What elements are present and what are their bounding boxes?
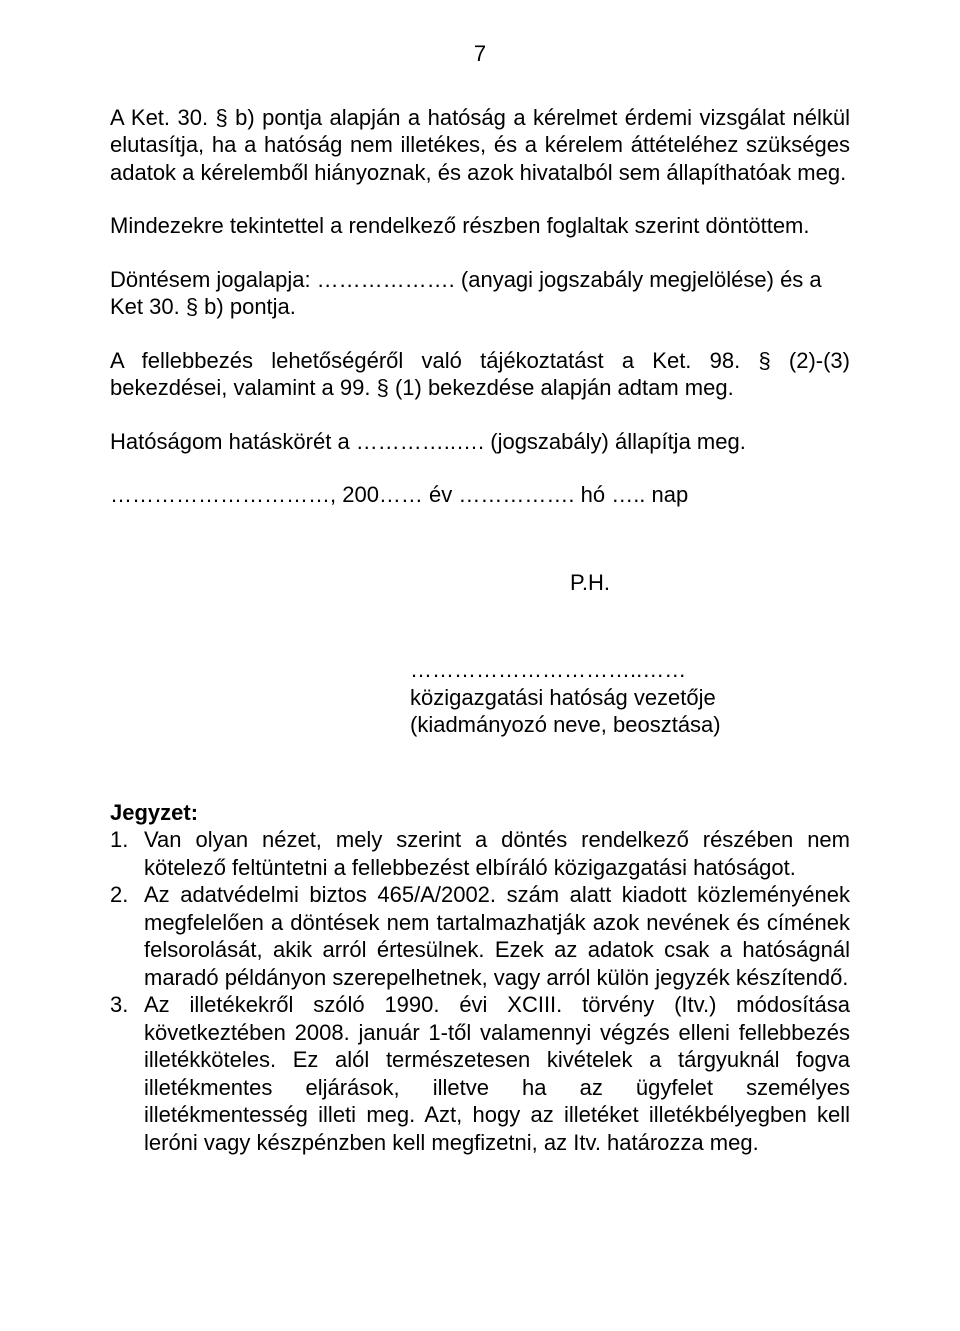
note-text: Az illetékekről szóló 1990. évi XCIII. t…	[144, 991, 850, 1156]
paragraph-1: A Ket. 30. § b) pontja alapján a hatóság…	[110, 104, 850, 187]
page-number: 7	[110, 40, 850, 68]
note-number: 1.	[110, 826, 144, 881]
paragraph-2: Mindezekre tekintettel a rendelkező rész…	[110, 212, 850, 240]
signature-dots: …………………………..……	[410, 656, 850, 684]
signature-title: közigazgatási hatóság vezetője	[410, 684, 850, 712]
note-text: Az adatvédelmi biztos 465/A/2002. szám a…	[144, 881, 850, 991]
note-item-2: 2. Az adatvédelmi biztos 465/A/2002. szá…	[110, 881, 850, 991]
note-number: 3.	[110, 991, 144, 1156]
signature-subtitle: (kiadmányozó neve, beosztása)	[410, 711, 850, 739]
signature-block: …………………………..…… közigazgatási hatóság vez…	[410, 656, 850, 739]
notes-heading: Jegyzet:	[110, 799, 850, 827]
note-item-3: 3. Az illetékekről szóló 1990. évi XCIII…	[110, 991, 850, 1156]
paragraph-4: A fellebbezés lehetőségéről való tájékoz…	[110, 347, 850, 402]
note-number: 2.	[110, 881, 144, 991]
paragraph-3: Döntésem jogalapja: ………………. (anyagi jogs…	[110, 266, 850, 321]
paragraph-5: Hatóságom hatáskörét a …………..…. (jogszab…	[110, 428, 850, 456]
ph-stamp: P.H.	[330, 569, 850, 597]
note-text: Van olyan nézet, mely szerint a döntés r…	[144, 826, 850, 881]
note-item-1: 1. Van olyan nézet, mely szerint a dönté…	[110, 826, 850, 881]
date-line: …………………………, 200…… év ……………. hó ….. nap	[110, 481, 850, 509]
